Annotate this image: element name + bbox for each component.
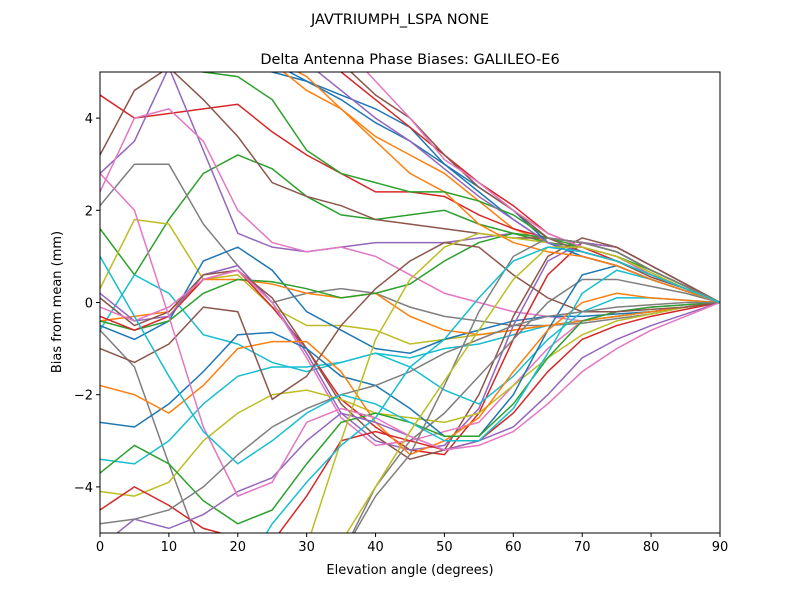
series-line-30 [100,256,720,465]
y-tick-label: −4 [74,481,93,496]
x-tick-label: 60 [505,540,522,555]
x-axis-label: Elevation angle (degrees) [326,563,493,578]
series-line-16 [100,237,720,461]
x-tick-label: 50 [436,540,453,555]
x-axis: 0 10 20 30 40 50 60 70 80 90 [96,533,728,555]
series-line-27 [100,172,720,498]
y-tick-label: 2 [85,204,93,219]
x-tick-label: 20 [230,540,247,555]
figure-suptitle: JAVTRIUMPH_LSPA NONE [310,12,489,28]
x-tick-label: 90 [712,540,729,555]
series-line-19 [100,301,720,497]
series-line-25 [116,301,720,533]
series-line-5 [100,72,720,304]
series-line-6 [100,72,720,304]
series-line-38 [353,237,720,533]
series-lines [100,72,720,533]
x-tick-label: 80 [643,540,660,555]
series-line-39 [345,246,720,533]
series-line-28 [100,301,720,525]
y-axis: −4 −2 0 2 4 [74,112,100,496]
chart-title: Delta Antenna Phase Biases: GALILEO-E6 [260,52,559,68]
series-line-26 [100,241,720,401]
x-tick-label: 0 [96,540,104,555]
x-tick-label: 70 [574,540,591,555]
series-line-32 [296,72,720,304]
y-tick-label: −2 [74,389,93,404]
series-line-29 [310,232,720,533]
y-tick-label: 0 [85,297,93,312]
series-line-40 [265,246,720,533]
x-tick-label: 30 [298,540,315,555]
series-line-18 [100,278,720,533]
series-line-11 [100,246,720,354]
y-tick-label: 4 [85,112,93,127]
series-line-24 [100,301,720,533]
x-tick-label: 10 [161,540,178,555]
x-tick-label: 40 [367,540,384,555]
series-line-8 [100,163,720,327]
y-axis-label: Bias from mean (mm) [50,231,65,373]
